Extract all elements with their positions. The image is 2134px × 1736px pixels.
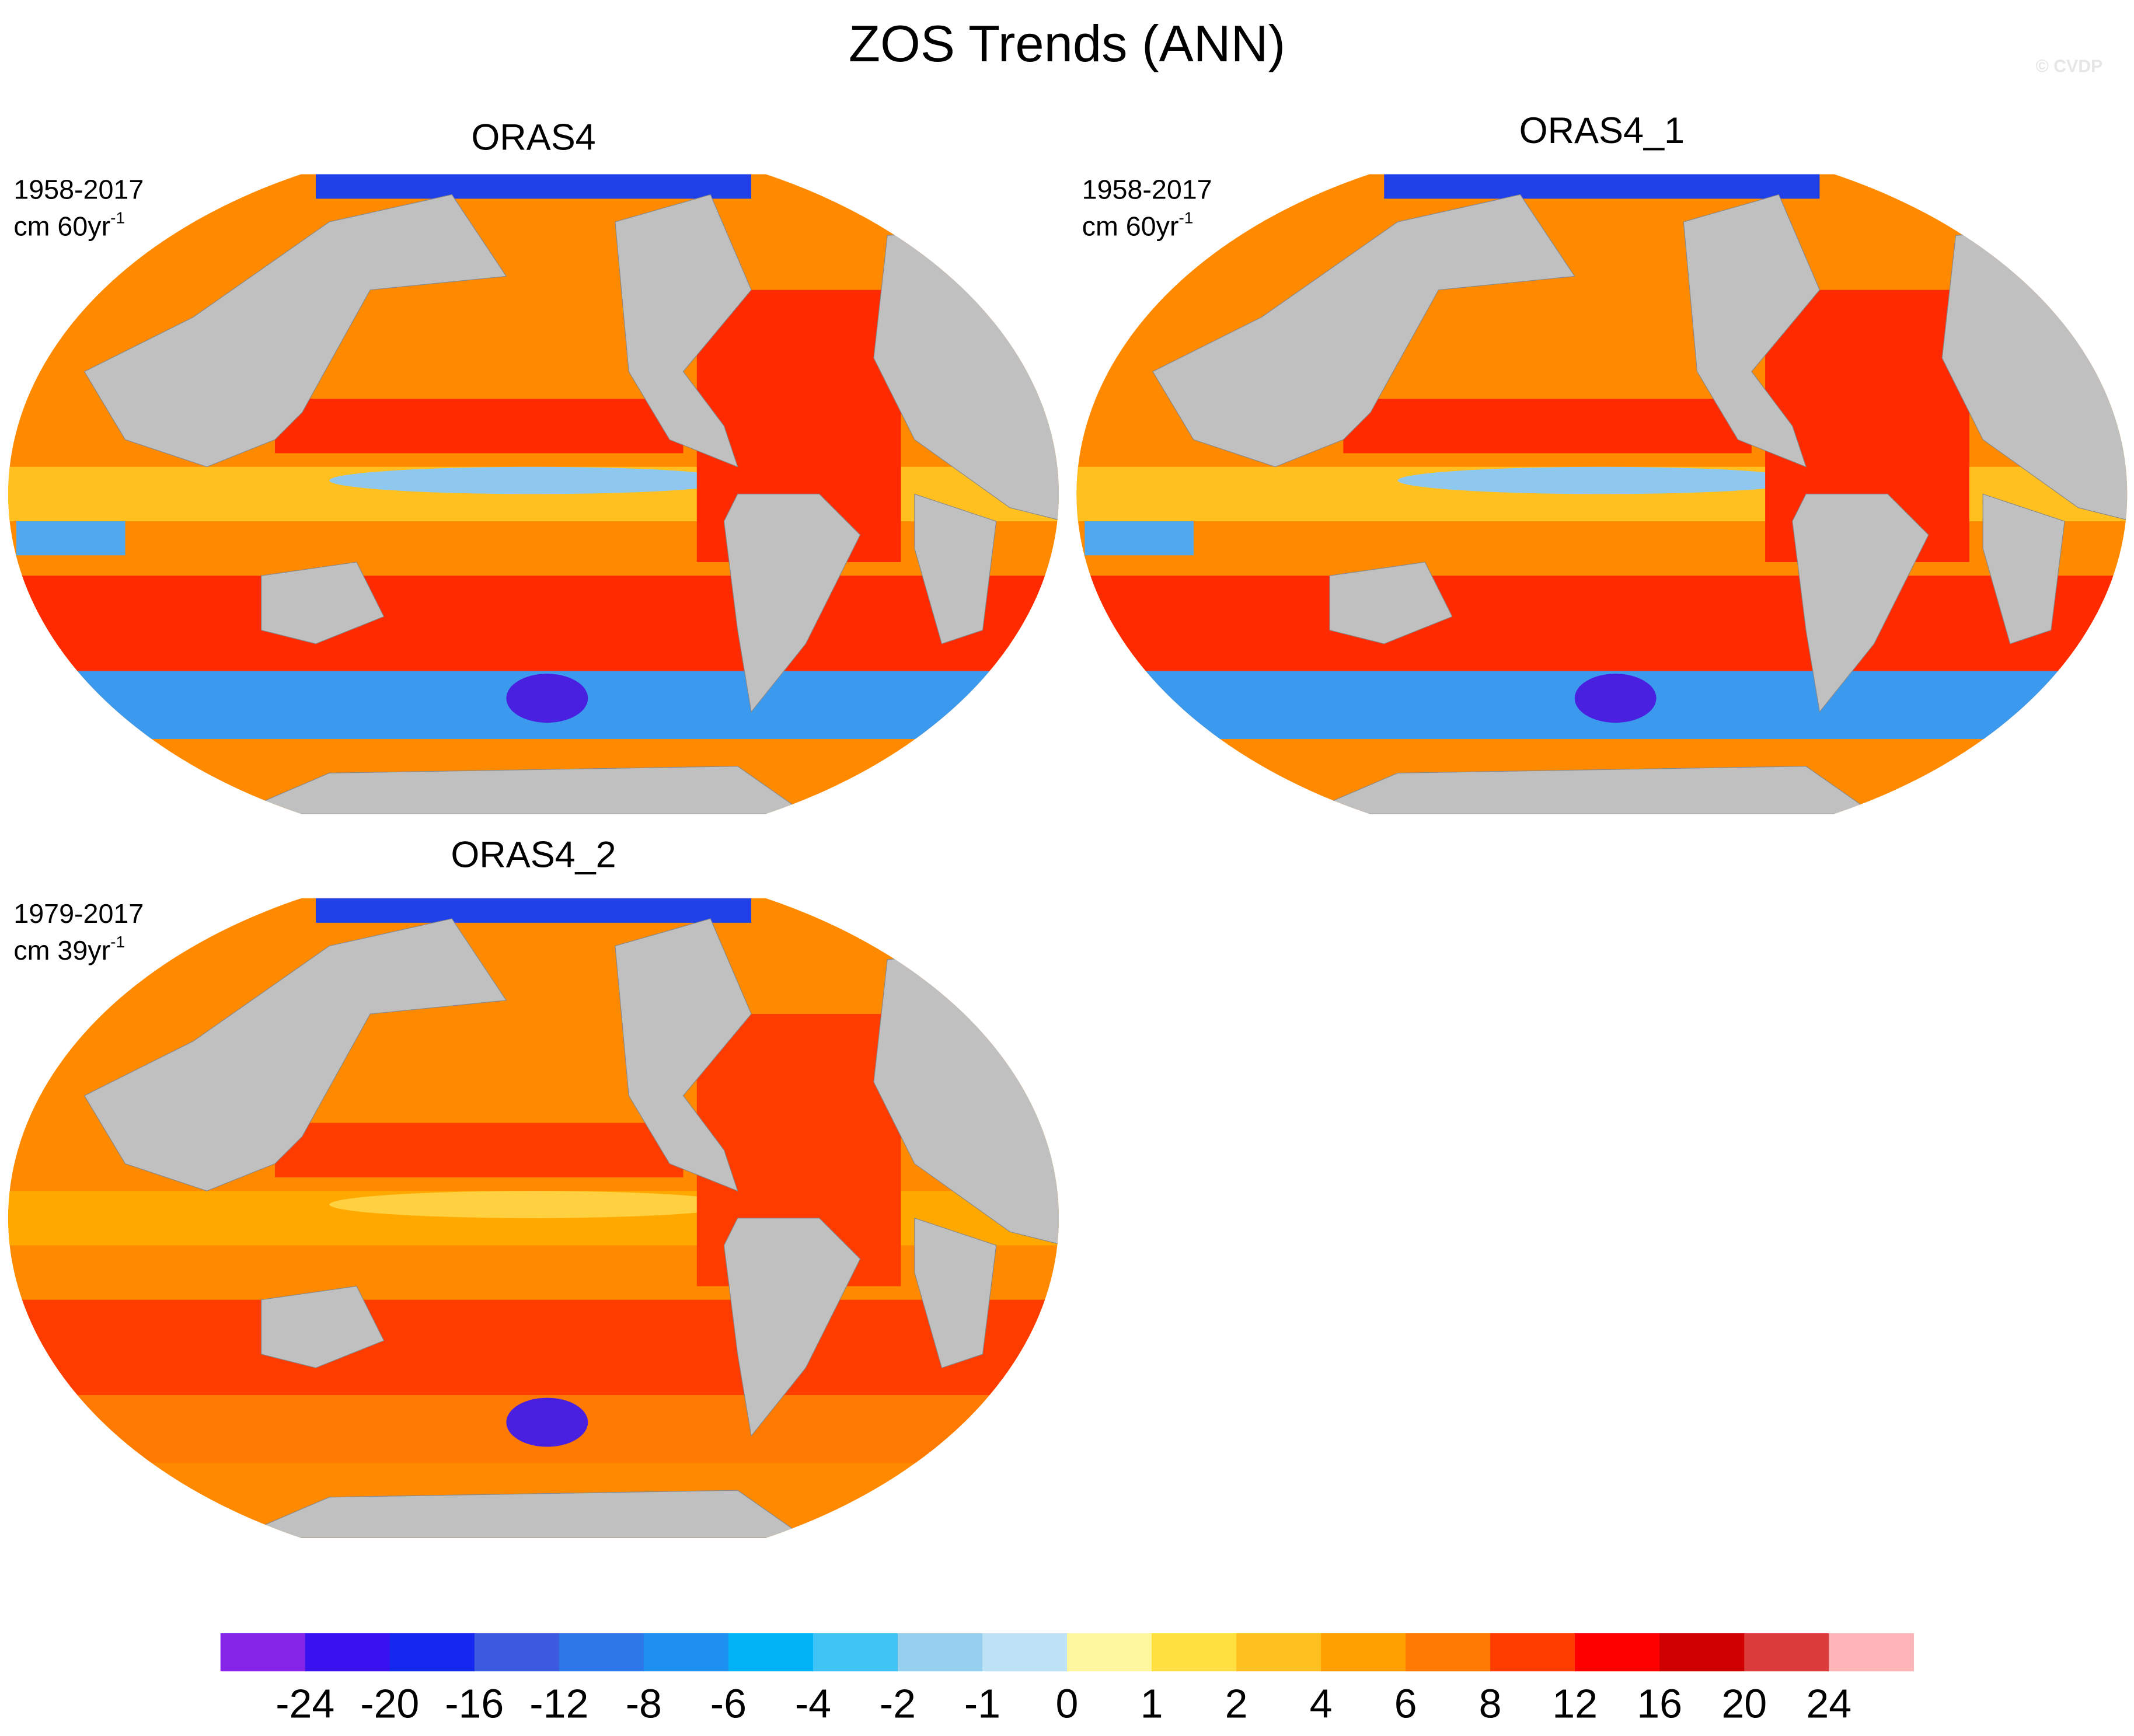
map-globe bbox=[0, 898, 1059, 1538]
colorbar-box bbox=[897, 1633, 983, 1672]
colorbar-box bbox=[559, 1633, 644, 1672]
period-label: 1979-2017 bbox=[13, 898, 144, 929]
band bbox=[1057, 576, 2128, 671]
land bbox=[261, 1285, 385, 1368]
colorbar-label: 8 bbox=[1479, 1681, 1502, 1727]
colorbar-box bbox=[982, 1633, 1068, 1672]
map-globe bbox=[0, 174, 1059, 814]
land bbox=[723, 1218, 861, 1437]
units-label: cm 39yr-1 bbox=[13, 933, 125, 965]
land bbox=[83, 918, 507, 1191]
colorbar-box bbox=[1659, 1633, 1745, 1672]
colorbar-label: -1 bbox=[964, 1681, 1000, 1727]
land bbox=[914, 493, 997, 644]
period-label: 1958-2017 bbox=[13, 174, 144, 204]
band bbox=[506, 674, 588, 723]
colorbar-label: 1 bbox=[1141, 1681, 1163, 1727]
colorbar-box bbox=[474, 1633, 560, 1672]
panel-title: ORAS4_1 bbox=[1519, 110, 1685, 151]
units-exponent: -1 bbox=[110, 933, 125, 951]
colorbar-label: 6 bbox=[1394, 1681, 1417, 1727]
colorbar-label: -4 bbox=[795, 1681, 831, 1727]
band bbox=[1343, 399, 1752, 454]
units-exponent: -1 bbox=[110, 208, 125, 226]
map-panel bbox=[0, 898, 1059, 1538]
colorbar-box bbox=[728, 1633, 814, 1672]
band bbox=[329, 1191, 738, 1218]
colorbar-label: -2 bbox=[880, 1681, 916, 1727]
land bbox=[723, 493, 861, 713]
colorbar-label: 0 bbox=[1056, 1681, 1079, 1727]
units-text: cm 60yr bbox=[1082, 211, 1179, 241]
units-label: cm 60yr-1 bbox=[1082, 208, 1194, 241]
band bbox=[1384, 174, 1820, 199]
band bbox=[16, 521, 125, 556]
band bbox=[0, 1299, 1059, 1395]
colorbar-label: -20 bbox=[360, 1681, 419, 1727]
band bbox=[274, 399, 684, 454]
period-label: 1958-2017 bbox=[1082, 174, 1212, 204]
band bbox=[0, 576, 1059, 671]
map-globe bbox=[1057, 174, 2128, 814]
units-text: cm 60yr bbox=[13, 211, 110, 241]
band bbox=[315, 174, 752, 199]
land bbox=[233, 1490, 807, 1538]
colorbar-label: -24 bbox=[276, 1681, 334, 1727]
band bbox=[506, 1397, 588, 1447]
units-exponent: -1 bbox=[1178, 208, 1193, 226]
colorbar-label: -12 bbox=[529, 1681, 588, 1727]
colorbar-box bbox=[1236, 1633, 1321, 1672]
colorbar-label: 24 bbox=[1806, 1681, 1851, 1727]
land bbox=[1329, 562, 1453, 644]
land bbox=[1683, 194, 1821, 468]
land bbox=[261, 562, 385, 644]
colorbar-box bbox=[1490, 1633, 1575, 1672]
band bbox=[274, 1123, 684, 1177]
land bbox=[1982, 493, 2065, 644]
colorbar-box bbox=[813, 1633, 898, 1672]
colorbar-label: 4 bbox=[1310, 1681, 1333, 1727]
colorbar-label: 12 bbox=[1552, 1681, 1598, 1727]
colorbar-box bbox=[1406, 1633, 1491, 1672]
colorbar-box bbox=[643, 1633, 729, 1672]
land bbox=[615, 194, 752, 468]
panel-title: ORAS4 bbox=[471, 117, 595, 158]
colorbar-box bbox=[1575, 1633, 1660, 1672]
colorbar-label: -6 bbox=[710, 1681, 747, 1727]
colorbar-label: -16 bbox=[445, 1681, 504, 1727]
colorbar-box bbox=[1067, 1633, 1152, 1672]
figure-title: ZOS Trends (ANN) bbox=[849, 15, 1285, 72]
land bbox=[1792, 493, 1929, 713]
band bbox=[329, 466, 738, 494]
colorbar-box bbox=[1152, 1633, 1237, 1672]
colorbar-box bbox=[1321, 1633, 1406, 1672]
map-panel bbox=[0, 174, 1059, 814]
band bbox=[1397, 466, 1807, 494]
colorbar-box bbox=[305, 1633, 390, 1672]
colorbar-box bbox=[389, 1633, 475, 1672]
colorbar-label: 20 bbox=[1721, 1681, 1767, 1727]
land bbox=[233, 766, 807, 814]
colorbar-box bbox=[220, 1633, 306, 1672]
colorbar-box bbox=[1829, 1633, 1914, 1672]
colorbar-label: 2 bbox=[1225, 1681, 1248, 1727]
colorbar-box bbox=[1744, 1633, 1829, 1672]
watermark: © CVDP bbox=[2035, 57, 2102, 76]
land bbox=[1302, 766, 1875, 814]
units-text: cm 39yr bbox=[13, 935, 110, 965]
colorbar-label: -8 bbox=[626, 1681, 662, 1727]
land bbox=[1152, 194, 1575, 468]
map-panel bbox=[1057, 174, 2128, 814]
land bbox=[83, 194, 507, 468]
units-label: cm 60yr-1 bbox=[13, 208, 125, 241]
band bbox=[1574, 674, 1657, 723]
panel-title: ORAS4_2 bbox=[451, 834, 616, 875]
band bbox=[315, 898, 752, 923]
land bbox=[914, 1218, 997, 1369]
land bbox=[615, 918, 752, 1192]
band bbox=[1085, 521, 1194, 556]
colorbar-label: 16 bbox=[1637, 1681, 1682, 1727]
